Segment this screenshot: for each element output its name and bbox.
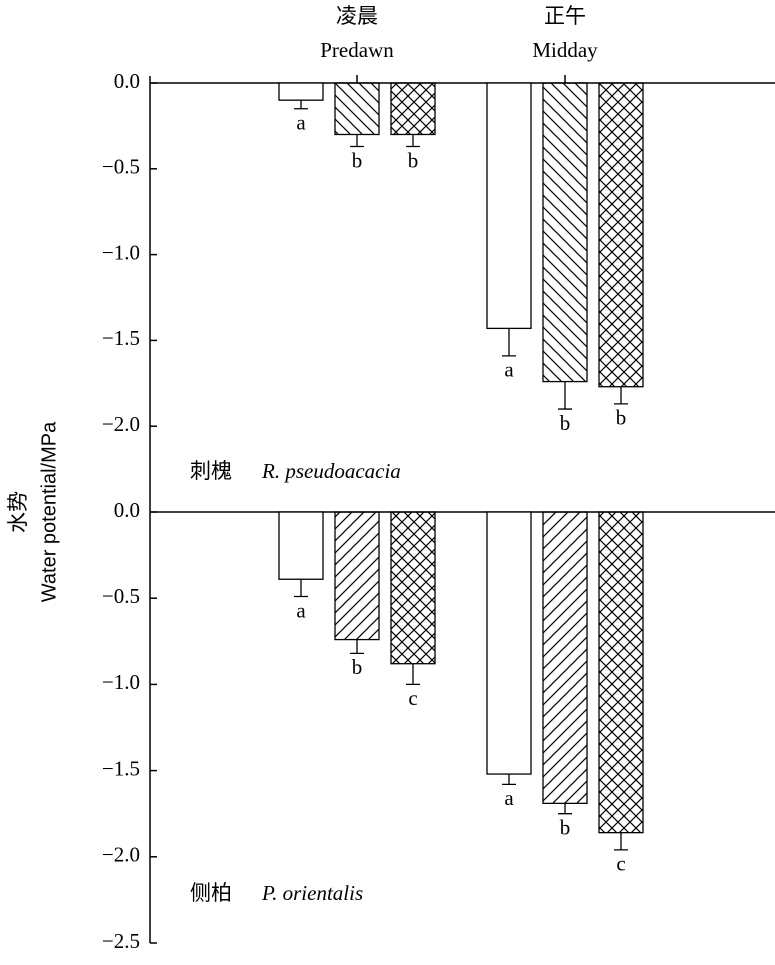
category-label: Predawn [320, 38, 394, 62]
bar [598, 82, 644, 388]
panel-label-zh: 侧柏 [190, 881, 232, 905]
significance-letter: b [352, 655, 363, 679]
error-bar [350, 134, 364, 148]
significance-letter: b [560, 816, 571, 840]
error-bar [294, 100, 308, 110]
category-label: Midday [532, 38, 598, 62]
error-bar [406, 134, 420, 148]
y-tick-label: −2.0 [102, 843, 140, 867]
y-label: Water potential/MPa [38, 421, 60, 602]
bar [390, 511, 436, 665]
significance-letter: a [296, 111, 306, 135]
bar [390, 82, 436, 136]
y-tick-label: −1.0 [102, 240, 140, 264]
category-label-zh: 正午 [544, 4, 586, 28]
error-bar [294, 579, 308, 598]
bar [542, 511, 588, 805]
panel-label-zh: 刺槐 [190, 459, 232, 483]
bar [486, 82, 532, 330]
error-bar [558, 803, 572, 815]
error-bar [558, 381, 572, 410]
y-tick-label: −1.0 [102, 670, 140, 694]
significance-letter: c [408, 686, 417, 710]
y-tick-label: −1.5 [102, 756, 140, 780]
y-tick-label: −0.5 [102, 155, 140, 179]
y-tick-label: −2.0 [102, 412, 140, 436]
significance-letter: b [616, 406, 627, 430]
panel-label: P. orientalis [261, 881, 363, 905]
significance-letter: b [560, 411, 571, 435]
significance-letter: b [408, 148, 419, 172]
y-tick-label: 0.0 [114, 69, 140, 93]
y-tick-label: −2.5 [102, 929, 140, 953]
error-bar [406, 663, 420, 686]
bar [334, 82, 380, 136]
significance-letter: a [504, 358, 514, 382]
error-bar [614, 386, 628, 405]
significance-letter: b [352, 148, 363, 172]
bar [334, 511, 380, 641]
significance-letter: a [296, 598, 306, 622]
bar [278, 511, 324, 580]
bar [598, 511, 644, 834]
panel-label: R. pseudoacacia [261, 459, 401, 483]
y-tick-label: 0.0 [114, 498, 140, 522]
y-label-zh: 水势 [6, 491, 30, 533]
error-bar [502, 328, 516, 357]
error-bar [614, 832, 628, 851]
y-tick-label: −1.5 [102, 326, 140, 350]
category-label-zh: 凌晨 [336, 4, 378, 28]
y-tick-label: −0.5 [102, 584, 140, 608]
error-bar [350, 639, 364, 655]
error-bar [502, 774, 516, 786]
bar [486, 511, 532, 775]
bar [278, 82, 324, 101]
significance-letter: c [616, 852, 625, 876]
significance-letter: a [504, 786, 514, 810]
bar [542, 82, 588, 383]
